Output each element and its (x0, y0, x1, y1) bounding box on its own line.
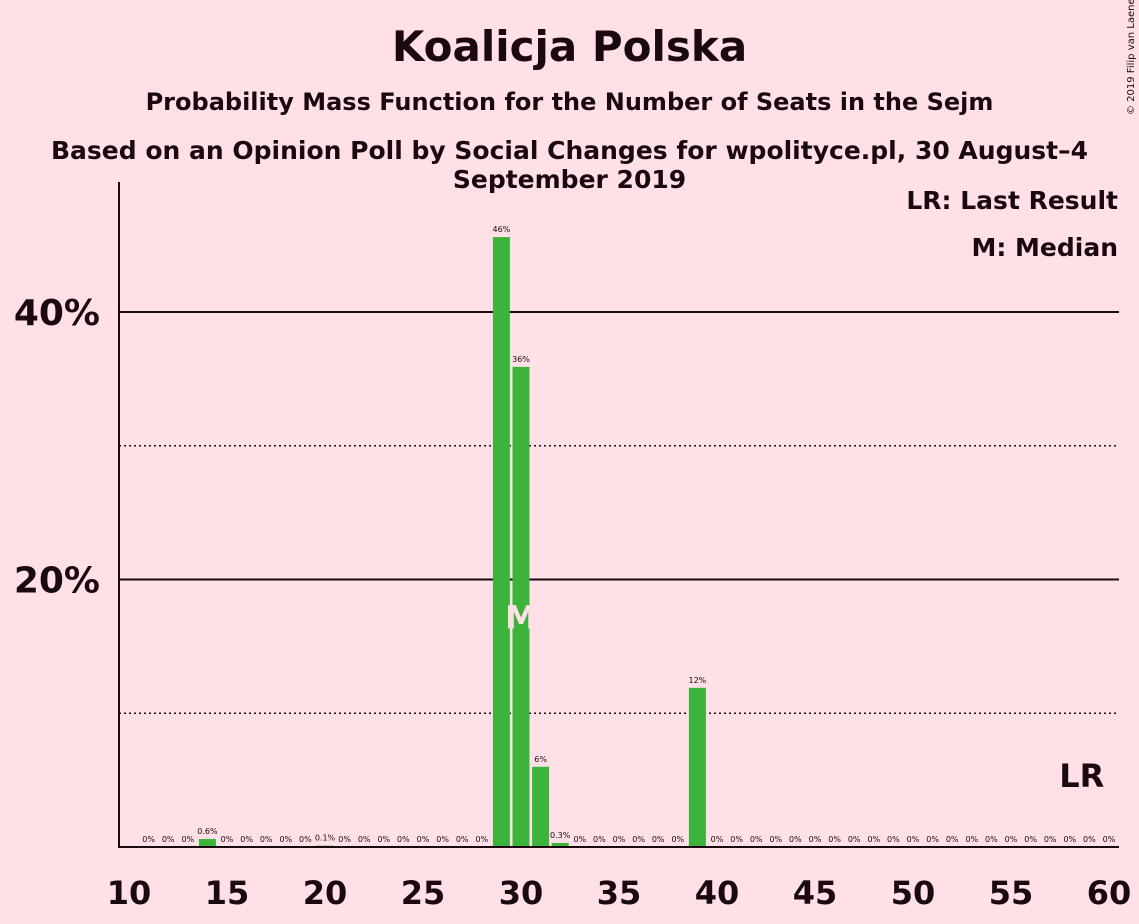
bar-value-label-48: 0% (867, 835, 880, 844)
bar-value-label-59: 0% (1083, 835, 1096, 844)
chart-subtitle: Probability Mass Function for the Number… (145, 88, 994, 116)
bar-seat-30 (512, 366, 530, 847)
bar-value-label-26: 0% (436, 835, 449, 844)
x-tick-label-10: 10 (107, 874, 152, 912)
bar-value-label-46: 0% (828, 835, 841, 844)
bar-value-label-31: 6% (534, 755, 547, 764)
bar-value-label-50: 0% (907, 835, 920, 844)
bar-value-label-24: 0% (397, 835, 410, 844)
x-tick-label-50: 50 (891, 874, 936, 912)
bar-value-label-44: 0% (789, 835, 802, 844)
bar-value-label-19: 0% (299, 835, 312, 844)
bar-value-label-56: 0% (1024, 835, 1037, 844)
x-tick-label-40: 40 (695, 874, 740, 912)
bar-value-label-18: 0% (279, 835, 292, 844)
x-tick-label-60: 60 (1087, 874, 1132, 912)
chart-source: Based on an Opinion Poll by Social Chang… (51, 136, 1088, 194)
y-tick-label-20: 20% (14, 561, 100, 602)
bar-value-label-29: 46% (493, 225, 511, 234)
bar-value-label-28: 0% (475, 835, 488, 844)
bar-value-label-14: 0.6% (197, 827, 218, 836)
bar-value-label-32: 0.3% (550, 831, 571, 840)
bar-value-label-42: 0% (750, 835, 763, 844)
bar-value-label-43: 0% (769, 835, 782, 844)
x-tick-label-30: 30 (499, 874, 544, 912)
bar-value-label-40: 0% (711, 835, 724, 844)
bar-value-label-55: 0% (1005, 835, 1018, 844)
y-tick-label-40: 40% (14, 293, 100, 334)
bar-seat-39 (688, 687, 706, 847)
legend-last-result: LR: Last Result (906, 186, 1118, 215)
chart-title: Koalicja Polska (391, 22, 748, 71)
bar-seat-14 (198, 838, 216, 847)
bar-value-label-34: 0% (593, 835, 606, 844)
bar-value-label-38: 0% (671, 835, 684, 844)
bar-value-label-17: 0% (260, 835, 273, 844)
median-marker: M (505, 599, 537, 637)
bar-value-label-15: 0% (221, 835, 234, 844)
bar-seat-29 (492, 237, 510, 848)
bar-value-label-20: 0.1% (315, 834, 336, 843)
bar-value-label-54: 0% (985, 835, 998, 844)
bar-value-label-11: 0% (142, 835, 155, 844)
x-tick-label-25: 25 (401, 874, 446, 912)
bar-value-label-12: 0% (162, 835, 175, 844)
bar-value-label-30: 36% (512, 355, 530, 364)
legend-median: M: Median (971, 233, 1118, 262)
bar-value-label-51: 0% (926, 835, 939, 844)
bar-value-label-21: 0% (338, 835, 351, 844)
bar-value-label-60: 0% (1103, 835, 1116, 844)
bar-value-label-36: 0% (632, 835, 645, 844)
bar-value-label-52: 0% (946, 835, 959, 844)
bar-value-label-57: 0% (1044, 835, 1057, 844)
bar-value-label-16: 0% (240, 835, 253, 844)
last-result-marker: LR (1059, 757, 1104, 795)
bar-value-label-58: 0% (1063, 835, 1076, 844)
x-tick-label-15: 15 (205, 874, 250, 912)
x-tick-label-45: 45 (793, 874, 838, 912)
bar-value-label-25: 0% (417, 835, 430, 844)
bar-value-label-47: 0% (848, 835, 861, 844)
x-tick-label-20: 20 (303, 874, 348, 912)
bar-value-label-13: 0% (181, 835, 194, 844)
bar-value-label-41: 0% (730, 835, 743, 844)
bar-value-label-33: 0% (573, 835, 586, 844)
bar-value-label-49: 0% (887, 835, 900, 844)
bar-value-label-39: 12% (689, 676, 707, 685)
x-tick-label-35: 35 (597, 874, 642, 912)
bar-value-label-37: 0% (652, 835, 665, 844)
x-tick-label-55: 55 (989, 874, 1034, 912)
bar-seat-32 (551, 842, 569, 847)
bar-value-label-53: 0% (965, 835, 978, 844)
bar-value-label-22: 0% (358, 835, 371, 844)
bar-seat-31 (532, 766, 550, 847)
bar-value-label-45: 0% (809, 835, 822, 844)
bar-value-label-23: 0% (377, 835, 390, 844)
bar-value-label-27: 0% (456, 835, 469, 844)
bar-value-label-35: 0% (613, 835, 626, 844)
